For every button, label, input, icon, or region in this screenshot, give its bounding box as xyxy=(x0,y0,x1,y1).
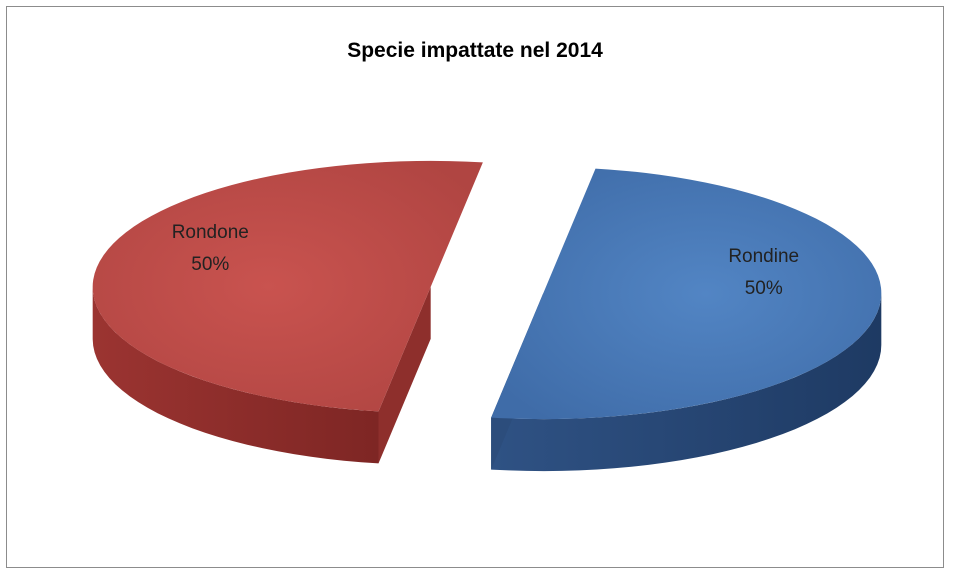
pie-slice-rondone xyxy=(92,160,483,412)
slice-value-rondone: 50% xyxy=(191,254,229,275)
slice-value-rondine: 50% xyxy=(745,278,783,299)
chart-title: Specie impattate nel 2014 xyxy=(347,39,603,62)
pie-slice-side-rondone xyxy=(92,287,379,464)
pie-slice-rondine xyxy=(491,168,882,420)
slice-label-rondone: Rondone xyxy=(172,222,249,243)
slice-label-rondine: Rondine xyxy=(728,246,799,267)
pie-slice-cut-rondone xyxy=(378,286,431,464)
pie-slice-side-rondine xyxy=(491,292,882,472)
